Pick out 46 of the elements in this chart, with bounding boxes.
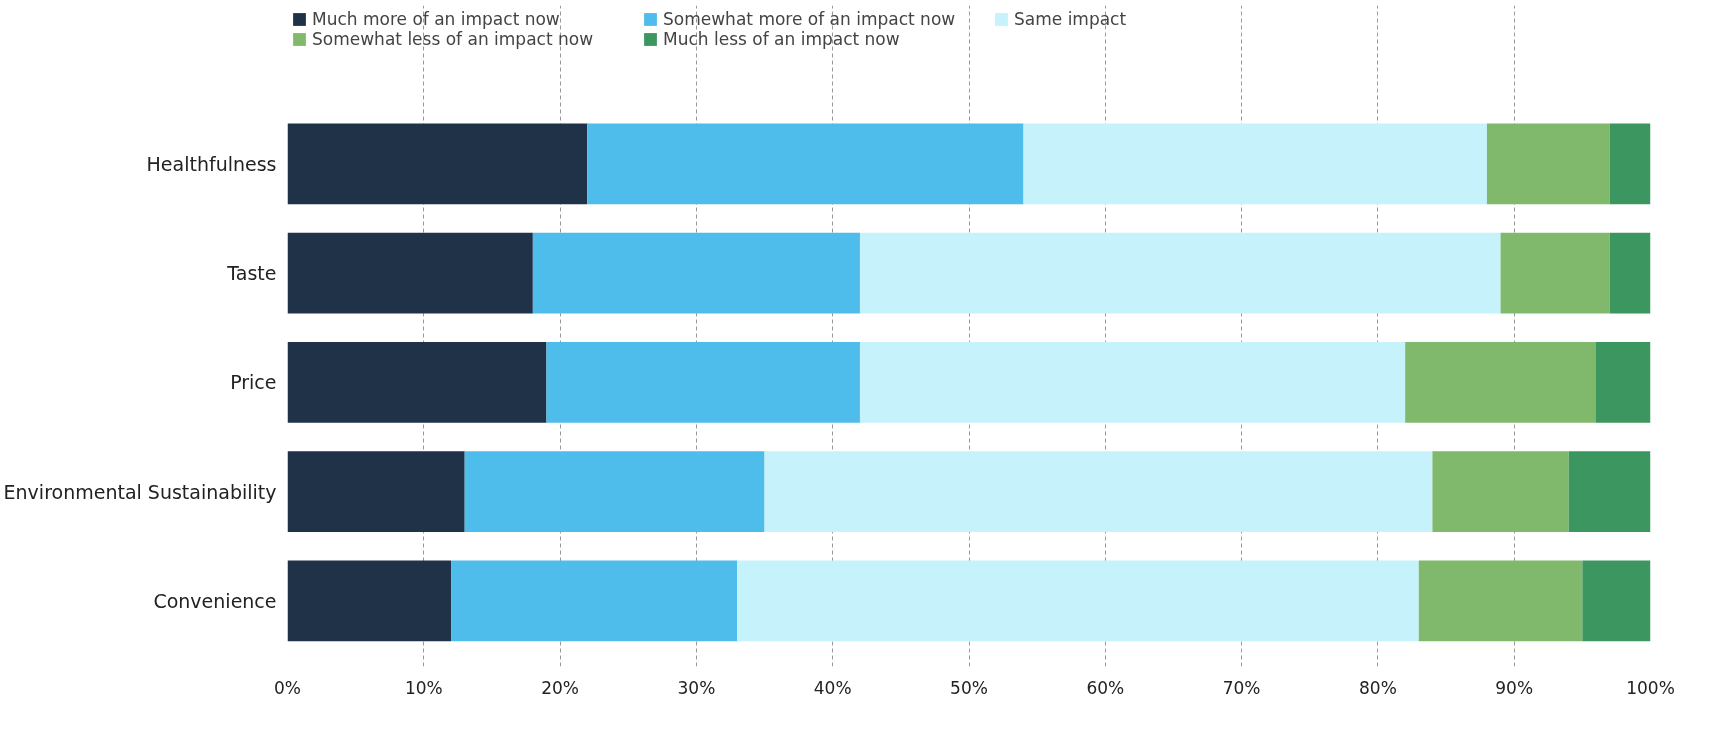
bar [1432, 451, 1569, 533]
bar [1595, 342, 1651, 423]
legend-label: Somewhat more of an impact now [663, 9, 957, 29]
bar [1568, 451, 1651, 533]
bar [1500, 232, 1610, 314]
bar [859, 342, 1406, 423]
y-tick-label: Environmental Sustainability [3, 480, 277, 503]
bar [287, 451, 465, 533]
x-tick-label: 60% [1086, 677, 1125, 698]
bar [287, 123, 588, 205]
bar [764, 451, 1433, 533]
y-tick-label: Healthfulness [146, 152, 277, 175]
x-tick-label: 10% [404, 677, 443, 698]
x-tick-label: 30% [677, 677, 716, 698]
bar [287, 342, 547, 423]
bar [587, 123, 1024, 205]
x-tick-label: 100% [1626, 677, 1675, 698]
bar [1418, 560, 1583, 642]
y-tick-label: Convenience [153, 589, 277, 612]
bar [287, 560, 452, 642]
bar [1582, 560, 1651, 642]
bar [532, 232, 860, 314]
bar [546, 342, 860, 423]
x-tick-label: 80% [1359, 677, 1397, 698]
bar [464, 451, 765, 533]
x-tick-label: 20% [541, 677, 579, 698]
x-tick-label: 90% [1495, 677, 1534, 698]
x-tick-label: 50% [950, 677, 988, 698]
bar [287, 232, 533, 314]
bar [737, 560, 1419, 642]
bar [1486, 123, 1610, 205]
x-tick-label: 40% [813, 677, 852, 698]
legend-label: Much more of an impact now [312, 9, 561, 29]
legend-label: Much less of an impact now [663, 29, 901, 49]
bar [859, 232, 1501, 314]
bar [451, 560, 738, 642]
legend-label: Somewhat less of an impact now [312, 29, 595, 49]
bar [1609, 232, 1651, 314]
x-tick-label: 0% [274, 677, 301, 698]
bar [1023, 123, 1487, 205]
x-tick-label: 70% [1222, 677, 1261, 698]
legend-label: Same impact [1014, 9, 1128, 29]
y-tick-label: Taste [226, 262, 277, 285]
bar [1405, 342, 1596, 423]
bar [1609, 123, 1651, 205]
y-tick-label: Price [230, 371, 277, 394]
